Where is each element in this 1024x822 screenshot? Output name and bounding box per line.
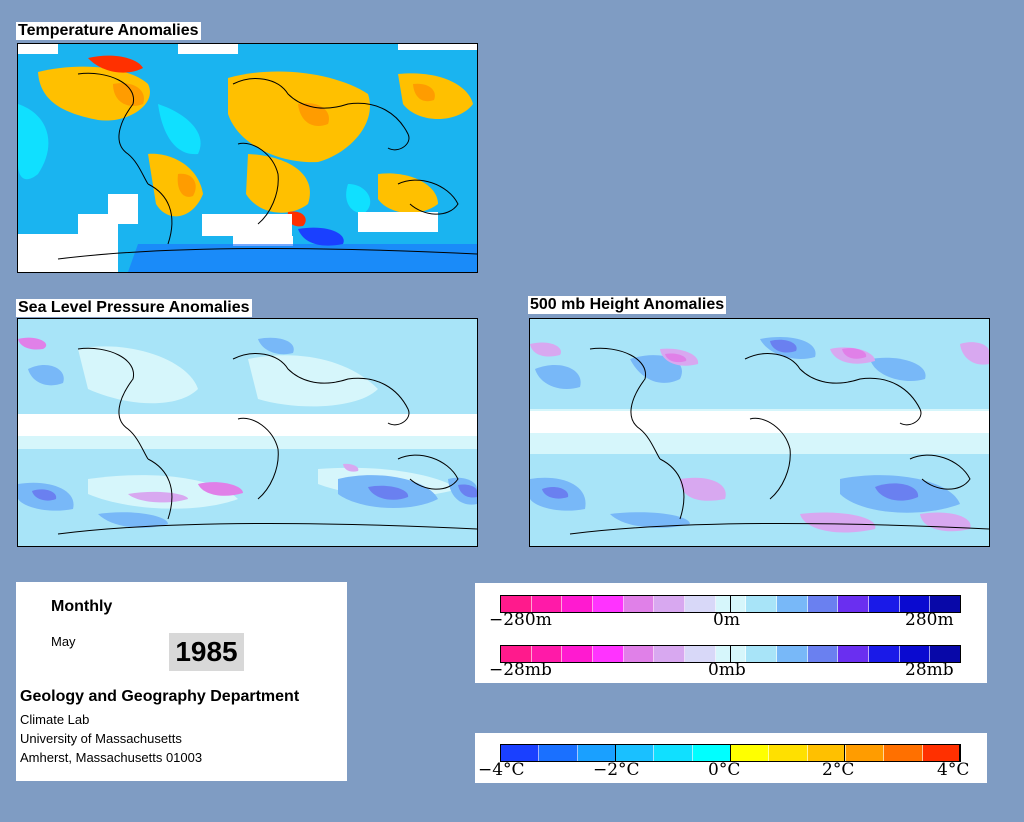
pressure-scale-swatch: [807, 646, 839, 662]
temperature-tick-label: 2°C: [822, 760, 855, 780]
temperature-tick: [844, 744, 845, 762]
temperature-scale-swatch: [769, 745, 808, 761]
anomaly-legend-panel: −280m 0m 280m −28mb 0mb 28mb: [475, 583, 987, 683]
height-scale-swatch: [501, 596, 532, 612]
month-label: May: [51, 634, 76, 649]
temperature-scale-swatch: [730, 745, 770, 761]
height-scale-swatch: [715, 596, 747, 612]
temperature-scale-swatch: [807, 745, 846, 761]
sea-level-pressure-map: [17, 318, 478, 547]
temperature-scale-swatch: [501, 745, 540, 761]
height-scale-swatch: [562, 596, 594, 612]
pressure-scale-swatch: [654, 646, 686, 662]
height-scale-swatch: [654, 596, 686, 612]
height-scale-swatch: [593, 596, 624, 612]
height-scale-swatch: [777, 596, 808, 612]
temperature-scale-swatch: [539, 745, 578, 761]
height500-map-title: 500 mb Height Anomalies: [528, 296, 727, 314]
pressure-zero-tick: [730, 645, 731, 663]
pressure-scale-swatch: [501, 646, 532, 662]
height-scale-swatch: [623, 596, 655, 612]
pressure-scale-swatch: [715, 646, 747, 662]
temperature-legend-panel: −4°C −2°C 0°C 2°C 4°C: [475, 733, 987, 783]
period-label: Monthly: [51, 598, 113, 615]
pressure-min-label: −28mb: [489, 660, 552, 680]
pressure-scale-swatch: [930, 646, 961, 662]
university-label: University of Massachusetts: [20, 731, 182, 746]
temperature-scale-swatch: [654, 745, 693, 761]
height-scale-swatch: [746, 596, 778, 612]
temperature-scale-swatch: [577, 745, 616, 761]
height-scale-swatch: [838, 596, 870, 612]
pressure-mid-label: 0mb: [708, 660, 746, 680]
temperature-scale-swatch: [922, 745, 960, 761]
height-mid-label: 0m: [713, 610, 740, 630]
height-scale-swatch: [930, 596, 961, 612]
height-max-label: 280m: [905, 610, 954, 630]
pressure-scale-swatch: [777, 646, 808, 662]
pressure-scale-swatch: [838, 646, 870, 662]
temperature-tick: [959, 744, 960, 762]
pressure-scale-swatch: [623, 646, 655, 662]
temperature-tick-label: −2°C: [593, 760, 640, 780]
temperature-tick: [500, 744, 501, 762]
temperature-scale-swatch: [845, 745, 885, 761]
info-panel: Monthly May 1985 Geology and Geography D…: [16, 582, 347, 781]
slp-map-title: Sea Level Pressure Anomalies: [16, 299, 252, 317]
pressure-scale-swatch: [531, 646, 563, 662]
pressure-scale-swatch: [593, 646, 624, 662]
pressure-max-label: 28mb: [905, 660, 954, 680]
height-scale-swatch: [531, 596, 563, 612]
pressure-scale-swatch: [746, 646, 778, 662]
temperature-map-title: Temperature Anomalies: [16, 22, 201, 40]
height-scale-swatch: [685, 596, 716, 612]
height-scale-swatch: [807, 596, 839, 612]
height-min-label: −280m: [489, 610, 552, 630]
temperature-scale-swatch: [615, 745, 655, 761]
department-label: Geology and Geography Department: [20, 688, 300, 705]
address-label: Amherst, Massachusetts 01003: [20, 750, 203, 765]
temperature-tick-label: 4°C: [937, 760, 970, 780]
pressure-scale-swatch: [685, 646, 716, 662]
pressure-scale-swatch: [562, 646, 594, 662]
temperature-anomaly-map: [17, 43, 478, 273]
temperature-tick-label: −4°C: [478, 760, 525, 780]
pressure-scale-swatch: [899, 646, 931, 662]
pressure-scale-swatch: [869, 646, 900, 662]
temperature-tick: [730, 744, 731, 762]
temperature-tick: [615, 744, 616, 762]
lab-label: Climate Lab: [20, 712, 90, 727]
temperature-tick-label: 0°C: [708, 760, 741, 780]
temperature-scale-swatch: [692, 745, 731, 761]
temperature-scale-swatch: [884, 745, 923, 761]
height-scale-swatch: [869, 596, 900, 612]
height-scale-swatch: [899, 596, 931, 612]
height-500mb-map: [529, 318, 990, 547]
height-zero-tick: [730, 595, 731, 613]
year-display: 1985: [169, 633, 244, 671]
